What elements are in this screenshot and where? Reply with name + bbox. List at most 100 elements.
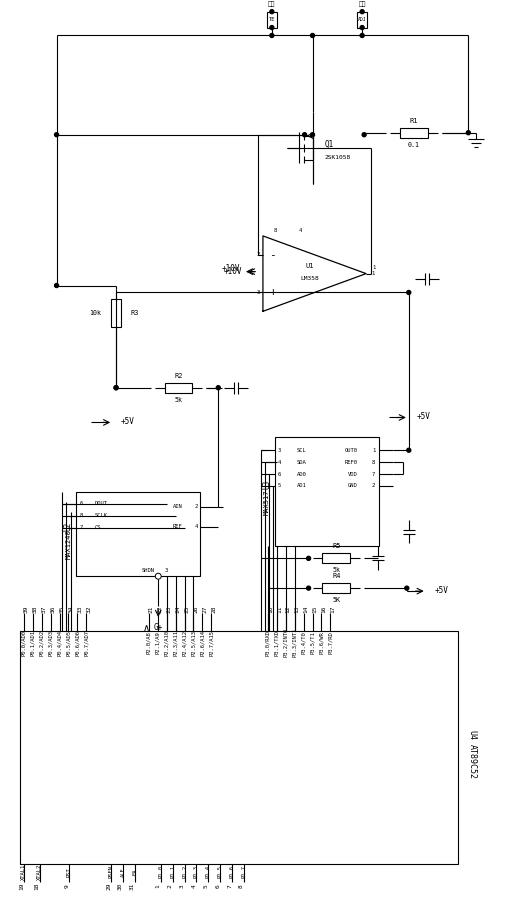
- Circle shape: [362, 133, 366, 136]
- Text: 30: 30: [118, 882, 123, 890]
- Text: P0.2/AD2: P0.2/AD2: [39, 630, 44, 656]
- Text: R5: R5: [332, 543, 341, 550]
- Text: G+: G+: [154, 623, 163, 632]
- Text: MAX1240: MAX1240: [65, 529, 71, 559]
- Circle shape: [311, 133, 314, 136]
- Text: U2: U2: [64, 521, 73, 531]
- Text: EA: EA: [132, 869, 137, 875]
- Text: 9: 9: [64, 884, 69, 887]
- Text: P3.0/RXD: P3.0/RXD: [265, 630, 270, 656]
- Text: 7: 7: [227, 884, 232, 887]
- Text: 32: 32: [86, 605, 91, 612]
- Text: 10k: 10k: [89, 310, 101, 317]
- Text: SHDN: SHDN: [142, 568, 155, 572]
- Text: +10V: +10V: [222, 264, 240, 273]
- Text: 5k: 5k: [174, 397, 183, 402]
- Text: 34: 34: [68, 605, 74, 612]
- Bar: [357, 12, 367, 27]
- Bar: [267, 12, 277, 27]
- Text: P1.2: P1.2: [182, 865, 187, 878]
- Text: 19: 19: [19, 882, 24, 890]
- Text: -: -: [270, 249, 276, 259]
- Circle shape: [407, 290, 411, 295]
- Text: 4: 4: [278, 460, 281, 465]
- Text: 6: 6: [80, 501, 83, 506]
- Text: P3.7/RD: P3.7/RD: [328, 632, 333, 654]
- Text: P2.7/A15: P2.7/A15: [209, 630, 214, 656]
- Text: 36: 36: [51, 605, 56, 612]
- Text: 4: 4: [192, 884, 196, 887]
- Text: REF: REF: [173, 524, 183, 529]
- Text: CS: CS: [94, 525, 101, 531]
- Text: 4: 4: [299, 228, 302, 234]
- Text: 25: 25: [185, 605, 190, 612]
- Text: R2: R2: [174, 373, 183, 379]
- Text: 2: 2: [257, 252, 260, 258]
- Text: 16: 16: [321, 605, 327, 612]
- Text: 23: 23: [167, 605, 172, 612]
- Text: P3.4/T0: P3.4/T0: [301, 632, 306, 654]
- Text: P2.0/A8: P2.0/A8: [147, 632, 151, 654]
- Circle shape: [55, 133, 58, 136]
- Text: +: +: [270, 288, 276, 298]
- Text: 8: 8: [80, 513, 83, 518]
- Text: P1.5: P1.5: [218, 865, 223, 878]
- Text: 37: 37: [42, 605, 47, 612]
- Text: P3.5/T1: P3.5/T1: [310, 632, 315, 654]
- Text: P0.5/AD5: P0.5/AD5: [66, 630, 71, 656]
- Text: VDD: VDD: [347, 471, 357, 477]
- Text: 35: 35: [59, 605, 64, 612]
- Text: 5k: 5k: [333, 567, 340, 573]
- Text: PSEN: PSEN: [108, 865, 114, 878]
- Text: 5K: 5K: [333, 597, 340, 603]
- Text: OUT0: OUT0: [344, 448, 357, 452]
- Text: AIN: AIN: [173, 504, 183, 510]
- Text: 1: 1: [373, 265, 376, 270]
- Text: AD0: AD0: [297, 471, 306, 477]
- Text: 1: 1: [372, 448, 375, 452]
- Text: 4: 4: [194, 524, 197, 529]
- Text: GND: GND: [347, 483, 357, 489]
- Text: XTAL2: XTAL2: [37, 864, 42, 880]
- Circle shape: [360, 34, 364, 37]
- Bar: [322, 583, 350, 593]
- Circle shape: [307, 586, 311, 590]
- Text: P3.1/TXD: P3.1/TXD: [274, 630, 279, 656]
- Text: P1.6: P1.6: [230, 865, 235, 878]
- Text: 33: 33: [78, 605, 83, 612]
- Bar: [275, 438, 379, 547]
- Text: 17: 17: [331, 605, 336, 612]
- Text: 14: 14: [304, 605, 309, 612]
- Text: 2: 2: [168, 884, 173, 887]
- Text: 29: 29: [106, 882, 111, 890]
- Text: P0.0/AD0: P0.0/AD0: [21, 630, 26, 656]
- Text: R3: R3: [131, 310, 139, 317]
- Text: 8: 8: [372, 460, 375, 465]
- Circle shape: [311, 34, 314, 37]
- Text: 21: 21: [149, 605, 154, 612]
- Text: 31: 31: [130, 882, 135, 890]
- Text: SCL: SCL: [297, 448, 306, 452]
- Text: 13: 13: [295, 605, 300, 612]
- Text: 39: 39: [24, 605, 29, 612]
- Circle shape: [303, 133, 307, 136]
- Bar: [400, 127, 427, 137]
- Text: P2.5/A13: P2.5/A13: [191, 630, 196, 656]
- Text: DOUT: DOUT: [94, 501, 107, 506]
- Text: 3: 3: [179, 884, 185, 887]
- Text: LM358: LM358: [300, 276, 319, 281]
- Text: XTAL1: XTAL1: [21, 864, 26, 880]
- Text: 24: 24: [175, 605, 180, 612]
- Circle shape: [114, 386, 118, 389]
- Text: 2SK1058: 2SK1058: [324, 155, 351, 160]
- Text: P1.3: P1.3: [194, 865, 199, 878]
- Text: REF0: REF0: [344, 460, 357, 465]
- Text: +5V: +5V: [417, 412, 430, 421]
- Bar: [322, 553, 350, 563]
- Text: AT89C52: AT89C52: [468, 743, 477, 779]
- Text: U3: U3: [263, 480, 271, 489]
- Text: P1.7: P1.7: [241, 865, 246, 878]
- Text: U4: U4: [468, 731, 477, 741]
- Circle shape: [216, 386, 220, 389]
- Text: 5: 5: [278, 483, 281, 489]
